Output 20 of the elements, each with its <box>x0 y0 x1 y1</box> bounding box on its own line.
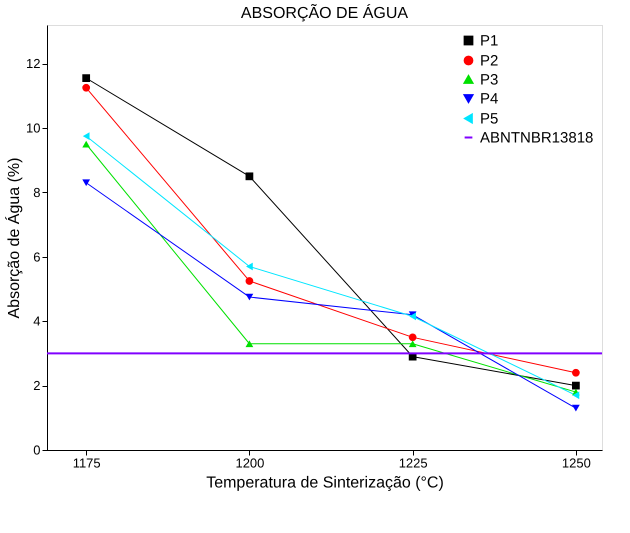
x-tick-label: 1225 <box>398 456 428 470</box>
y-tick-label: 2 <box>33 378 40 394</box>
x-tick-label: 1175 <box>72 456 101 470</box>
y-tick-label: 6 <box>33 249 40 264</box>
y-tick-label: 4 <box>33 314 40 329</box>
chart-title: ABSORÇÃO DE ÁGUA <box>240 3 408 22</box>
y-tick-label: 10 <box>26 120 40 136</box>
y-tick-label: 8 <box>33 184 40 200</box>
legend-label: P4 <box>480 90 498 108</box>
legend-label: ABNTNBR13818 <box>480 130 594 146</box>
legend-label: P2 <box>480 52 498 70</box>
y-tick-label: 0 <box>33 442 40 458</box>
x-tick-label: 1200 <box>235 456 264 470</box>
legend-label: P3 <box>480 72 498 88</box>
x-tick-label: 1250 <box>562 456 591 470</box>
y-tick-label: 12 <box>26 56 40 72</box>
x-axis-title: Temperatura de Sinterização (°C) <box>206 474 444 492</box>
y-axis-title: Absorção de Água (%) <box>5 158 24 318</box>
legend-label: P5 <box>480 110 498 128</box>
legend-label: P1 <box>480 32 498 50</box>
